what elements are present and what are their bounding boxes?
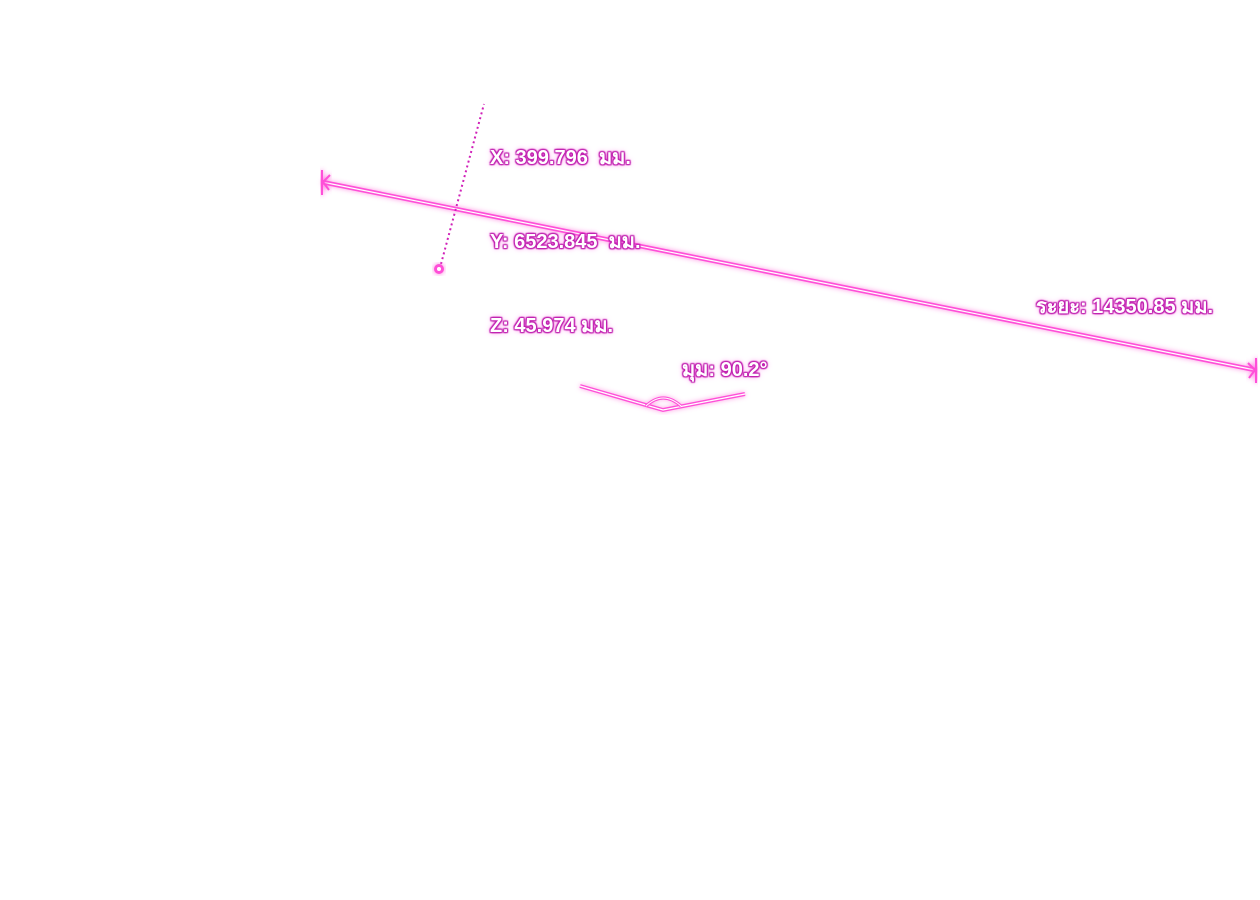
point-y-label: Y: 6523.845 มม. [490, 231, 641, 253]
distance-line[interactable] [321, 179, 1256, 373]
angle-lines[interactable] [579, 384, 746, 413]
angle-label: มุม: 90.2° [682, 359, 768, 381]
point-marker-icon[interactable] [434, 264, 444, 274]
point-leader-line [440, 103, 485, 265]
distance-start-arrow-icon[interactable] [321, 170, 331, 195]
distance-label: ระยะ: 14350.85 มม. [1036, 296, 1214, 318]
point-z-label: Z: 45.974 มม. [490, 315, 614, 337]
point-x-label: X: 399.796 มม. [490, 147, 631, 169]
distance-end-arrow-icon[interactable] [1247, 358, 1257, 383]
point-coordinates: X: 399.796 มม. Y: 6523.845 มม. Z: 45.974… [490, 88, 641, 368]
